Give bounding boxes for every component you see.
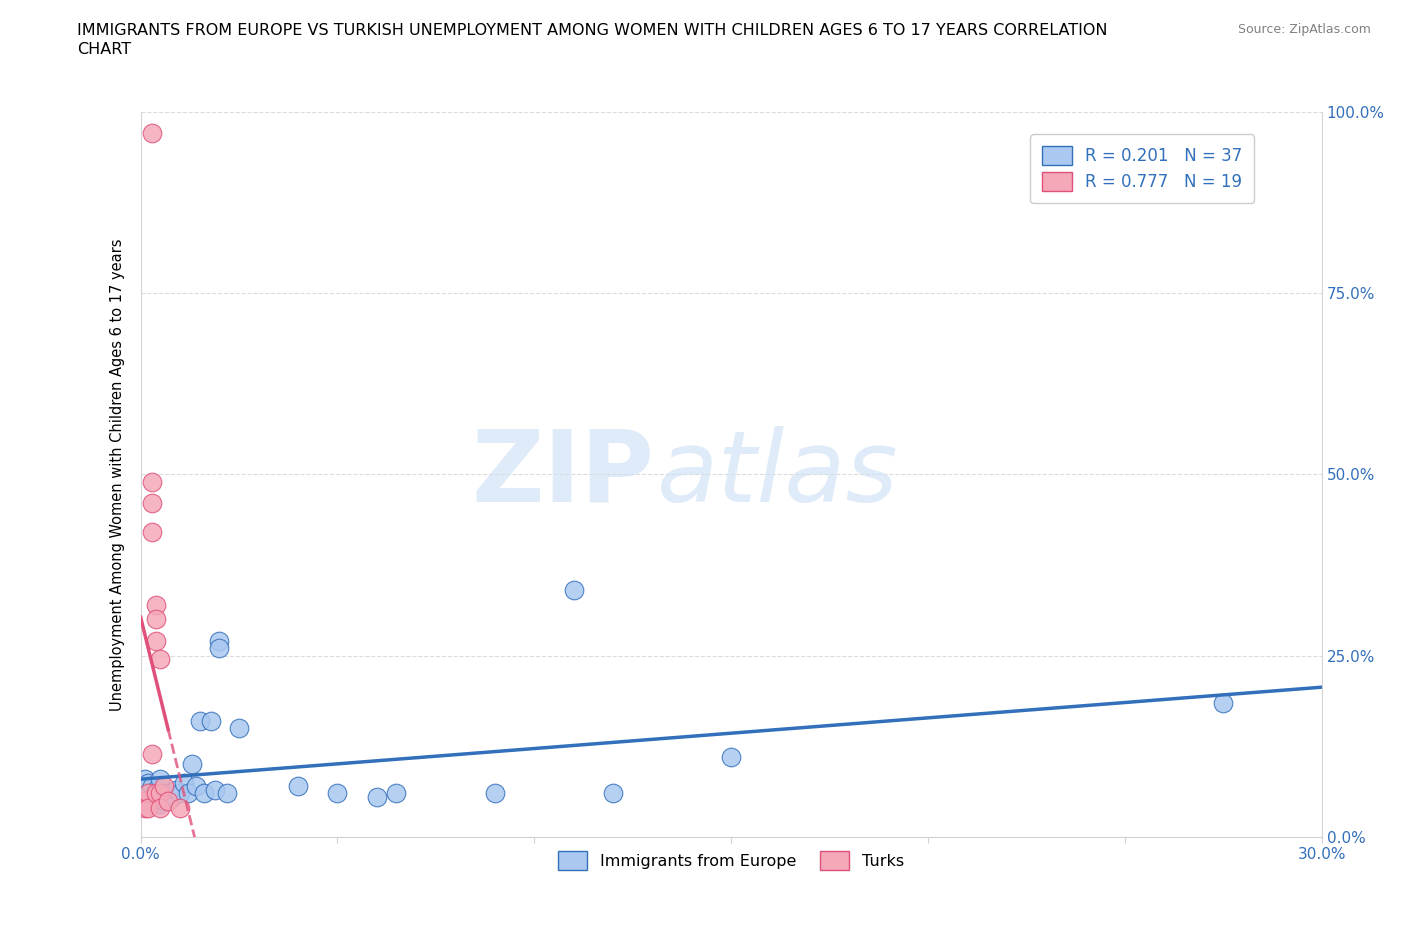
Point — [141, 474, 163, 489]
Point — [165, 782, 187, 797]
Point — [138, 801, 160, 816]
Point — [145, 597, 167, 612]
Point — [141, 525, 163, 539]
Point — [385, 786, 408, 801]
Point — [149, 772, 172, 787]
Point — [326, 786, 349, 801]
Point — [141, 778, 163, 793]
Point — [141, 496, 163, 511]
Point — [134, 801, 156, 816]
Point — [153, 786, 176, 801]
Point — [145, 786, 167, 801]
Point — [145, 782, 167, 797]
Point — [138, 786, 160, 801]
Point — [141, 746, 163, 761]
Point — [173, 776, 195, 790]
Point — [184, 778, 207, 793]
Text: Source: ZipAtlas.com: Source: ZipAtlas.com — [1237, 23, 1371, 36]
Point — [149, 786, 172, 801]
Point — [145, 633, 167, 648]
Point — [138, 776, 160, 790]
Point — [134, 793, 156, 808]
Point — [208, 633, 231, 648]
Point — [149, 790, 172, 804]
Point — [153, 778, 176, 793]
Point — [720, 750, 742, 764]
Point — [562, 583, 585, 598]
Text: CHART: CHART — [77, 42, 131, 57]
Point — [149, 652, 172, 667]
Point — [188, 713, 211, 728]
Point — [141, 126, 163, 140]
Point — [169, 786, 191, 801]
Point — [228, 721, 250, 736]
Point — [160, 790, 183, 804]
Point — [180, 757, 202, 772]
Point — [204, 782, 226, 797]
Y-axis label: Unemployment Among Women with Children Ages 6 to 17 years: Unemployment Among Women with Children A… — [110, 238, 125, 711]
Point — [138, 786, 160, 801]
Point — [484, 786, 506, 801]
Point — [157, 793, 180, 808]
Point — [149, 801, 172, 816]
Point — [1212, 696, 1234, 711]
Point — [200, 713, 222, 728]
Point — [366, 790, 388, 804]
Point — [153, 793, 176, 808]
Legend: Immigrants from Europe, Turks: Immigrants from Europe, Turks — [553, 845, 910, 876]
Point — [208, 641, 231, 656]
Text: atlas: atlas — [657, 426, 898, 523]
Point — [141, 793, 163, 808]
Point — [134, 772, 156, 787]
Point — [177, 786, 200, 801]
Text: IMMIGRANTS FROM EUROPE VS TURKISH UNEMPLOYMENT AMONG WOMEN WITH CHILDREN AGES 6 : IMMIGRANTS FROM EUROPE VS TURKISH UNEMPL… — [77, 23, 1108, 38]
Point — [217, 786, 239, 801]
Point — [149, 797, 172, 812]
Point — [602, 786, 624, 801]
Text: ZIP: ZIP — [471, 426, 654, 523]
Point — [169, 801, 191, 816]
Point — [145, 612, 167, 627]
Point — [157, 786, 180, 801]
Point — [193, 786, 215, 801]
Point — [287, 778, 309, 793]
Point — [145, 790, 167, 804]
